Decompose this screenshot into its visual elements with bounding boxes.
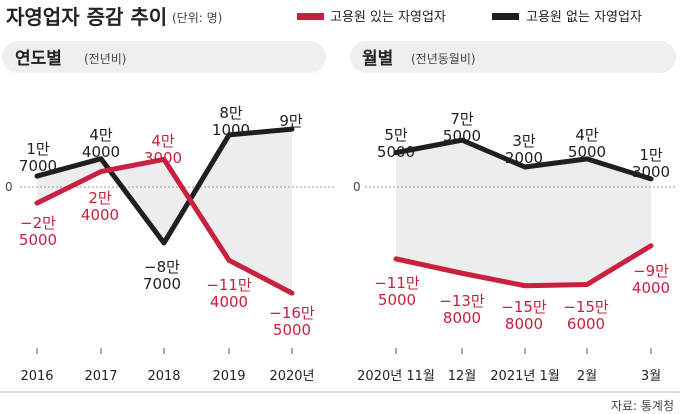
panel-title-monthly: 월별 bbox=[362, 49, 393, 69]
annual-x-tick-label: 2019 bbox=[212, 369, 245, 384]
monthly-x-tick-label: 12월 bbox=[448, 369, 477, 384]
annual-data-label-with-employees: −11만 4000 bbox=[206, 276, 252, 311]
annual-data-label-with-employees: −2만 5000 bbox=[19, 214, 57, 249]
legend-label-with-employees: 고용원 있는 자영업자 bbox=[330, 10, 446, 25]
monthly-x-tick-label: 2020년 11월 bbox=[357, 369, 435, 384]
source-label: 자료: 통계청 bbox=[611, 399, 674, 413]
annual-line-with-employees bbox=[34, 156, 295, 296]
monthly-data-label-without-employees: 5만 5000 bbox=[377, 126, 415, 161]
annual-data-label-without-employees: 9만 bbox=[279, 112, 303, 130]
monthly-data-label-with-employees: −15만 6000 bbox=[563, 298, 609, 333]
panel-header-bg-monthly bbox=[350, 41, 676, 73]
panel-monthly: 0 2020년 11월 12월 2021년 1월 2월 3월 −11만 5000 −13만 800… bbox=[353, 110, 676, 384]
monthly-data-label-without-employees: 4만 5000 bbox=[568, 126, 606, 161]
panel-subtitle-annual: (전년비) bbox=[84, 52, 126, 66]
zero-tick-label-monthly: 0 bbox=[353, 180, 361, 194]
annual-line-without-employees bbox=[34, 126, 295, 246]
annual-data-label-with-employees: −16만 5000 bbox=[269, 304, 315, 339]
panel-header-bg-annual bbox=[2, 41, 326, 73]
monthly-data-label-with-employees: −9만 4000 bbox=[632, 262, 670, 297]
monthly-line-with-employees bbox=[393, 243, 654, 289]
annual-x-tick-label: 2020년 bbox=[269, 369, 314, 384]
annual-data-label-without-employees: 8만 1000 bbox=[212, 104, 250, 139]
annual-data-label-without-employees: 1만 7000 bbox=[19, 140, 57, 175]
annual-x-tick-label: 2016 bbox=[20, 369, 53, 384]
annual-data-label-without-employees: 4만 4000 bbox=[82, 126, 120, 161]
panel-annual: 0 2016 2017 2018 2019 2020년 −2만 5000 2만 4000 4만 300… bbox=[5, 104, 336, 384]
annual-x-tick-label: 2017 bbox=[84, 369, 117, 384]
legend-label-without-employees: 고용원 없는 자영업자 bbox=[526, 10, 642, 25]
legend-swatch-without-employees bbox=[492, 13, 519, 20]
monthly-x-tick-label: 2월 bbox=[577, 369, 597, 384]
monthly-data-label-without-employees: 3만 2000 bbox=[505, 132, 543, 167]
monthly-data-label-with-employees: −11만 5000 bbox=[374, 274, 420, 309]
panel-subtitle-monthly: (전년동월비) bbox=[411, 52, 476, 66]
zero-tick-label: 0 bbox=[5, 180, 13, 194]
unit-label: (단위: 명) bbox=[172, 11, 222, 25]
monthly-data-label-with-employees: −13만 8000 bbox=[439, 292, 485, 327]
monthly-x-tick-label: 3월 bbox=[641, 369, 661, 384]
annual-data-label-with-employees: 4만 3000 bbox=[144, 132, 182, 167]
monthly-gap-fill bbox=[396, 140, 651, 286]
annual-data-label-with-employees: 2만 4000 bbox=[81, 189, 119, 224]
monthly-line-without-employees bbox=[393, 137, 654, 182]
monthly-data-label-with-employees: −15만 8000 bbox=[501, 298, 547, 333]
annual-x-tick-label: 2018 bbox=[147, 369, 180, 384]
panel-title-annual: 연도별 bbox=[15, 49, 62, 69]
monthly-data-label-without-employees: 7만 5000 bbox=[443, 110, 481, 145]
legend-swatch-with-employees bbox=[297, 13, 324, 20]
chart-title: 자영업자 증감 추이 bbox=[6, 5, 167, 29]
monthly-x-tick-label: 2021년 1월 bbox=[490, 369, 559, 384]
monthly-data-label-without-employees: 1만 3000 bbox=[632, 146, 670, 181]
annual-data-label-without-employees: −8만 7000 bbox=[143, 258, 181, 293]
